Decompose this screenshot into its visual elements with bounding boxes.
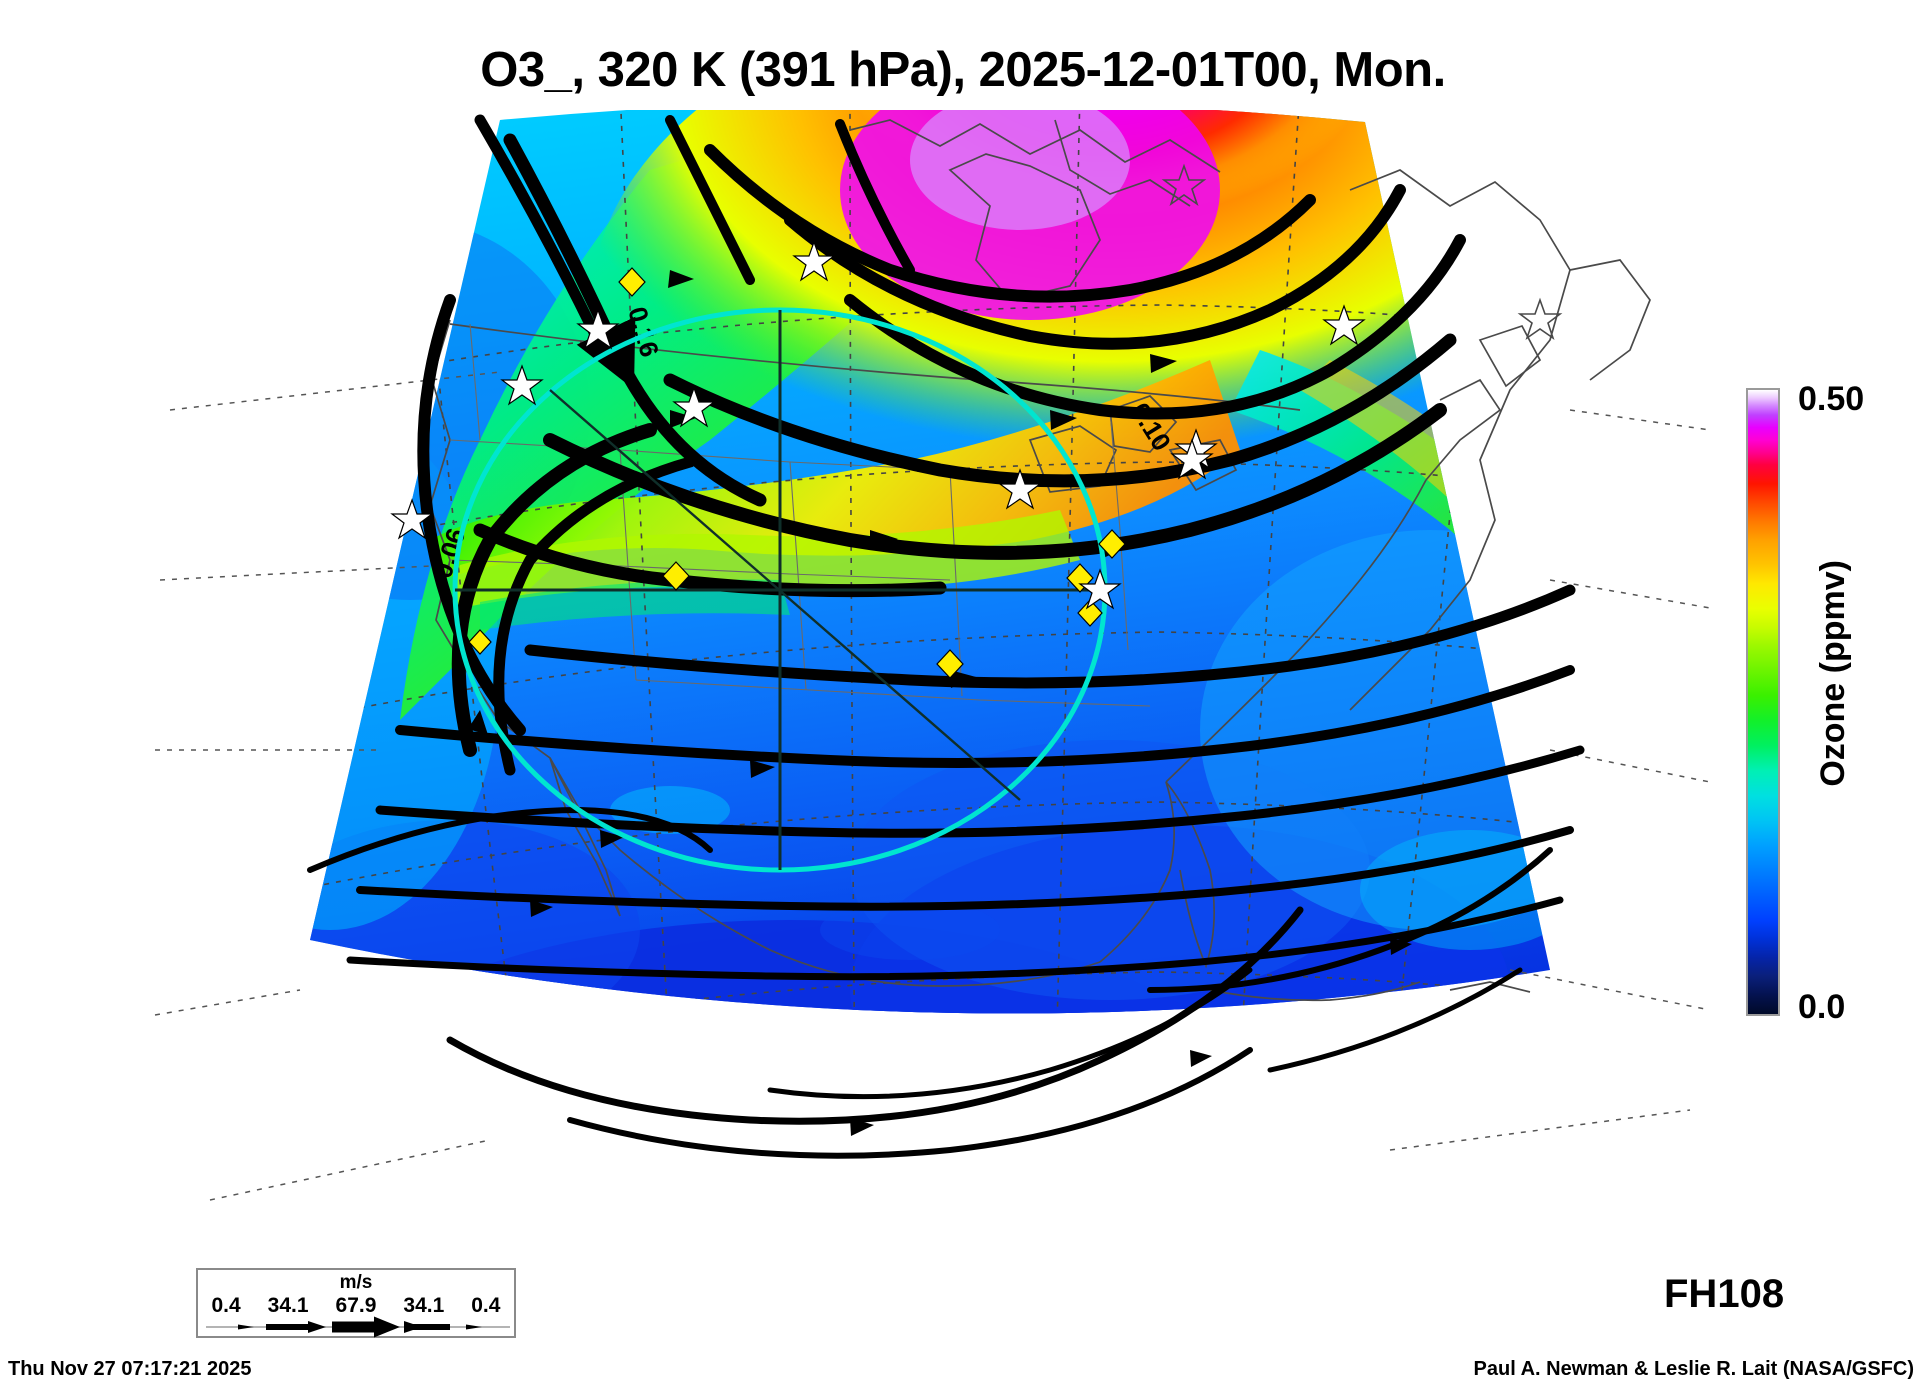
station-markers-star-east[interactable] [1170,304,1366,480]
wind-value-5: 0.4 [471,1294,501,1317]
station-markers-star[interactable] [390,240,1218,610]
wind-legend-values: 0.4 34.1 67.9 34.1 0.4 [198,1294,514,1318]
graticule-outside [154,371,1710,1201]
marker-star[interactable] [1078,568,1122,610]
station-markers-star-outline[interactable] [1161,163,1563,341]
marker-star[interactable] [1170,438,1214,480]
wind-speed-legend: m/s 0.4 34.1 67.9 34.1 0.4 [196,1268,516,1338]
marker-diamond[interactable] [936,649,964,679]
map-canvas[interactable]: 0.16 0.10 0.06 [150,110,1710,1250]
colorbar-axis-label: Ozone (ppmv) [1814,560,1852,787]
marker-star-outline[interactable] [1517,297,1563,341]
wind-arrow-scale [206,1316,510,1338]
wind-value-2: 34.1 [267,1294,309,1317]
marker-star[interactable] [792,240,836,282]
station-markers-diamond[interactable] [468,267,1126,679]
marker-diamond[interactable] [618,267,646,297]
marker-star[interactable] [390,498,434,540]
timestamp-label: Thu Nov 27 07:17:21 2025 [8,1358,252,1380]
colorbar-max-label: 0.50 [1798,380,1865,418]
marker-star-outline[interactable] [1161,163,1207,207]
marker-star[interactable] [576,308,620,350]
wind-units-label: m/s [339,1272,373,1293]
credit-label: Paul A. Newman & Leslie R. Lait (NASA/GS… [1473,1358,1914,1380]
marker-star[interactable] [672,386,716,428]
wind-value-3: 67.9 [335,1294,377,1317]
marker-star[interactable] [1322,304,1366,346]
map-panel[interactable]: 0.16 0.10 0.06 [150,110,1710,1250]
colorbar-gradient [1746,388,1780,1016]
marker-diamond[interactable] [468,629,492,655]
wind-value-4: 34.1 [403,1294,445,1317]
marker-star[interactable] [500,364,544,406]
forecast-hour-label: FH108 [1664,1272,1785,1316]
wind-value-1: 0.4 [211,1294,241,1317]
page-title: O3_, 320 K (391 hPa), 2025-12-01T00, Mon… [480,43,1446,97]
marker-diamond[interactable] [1077,599,1103,627]
marker-star[interactable] [998,468,1042,510]
roi-diagonal-axis [549,389,1021,801]
colorbar: 0.50 0.0 Ozone (ppmv) [1740,380,1926,1030]
colorbar-min-label: 0.0 [1798,988,1846,1026]
marker-diamond[interactable] [662,561,690,591]
marker-diamond[interactable] [1098,529,1126,559]
